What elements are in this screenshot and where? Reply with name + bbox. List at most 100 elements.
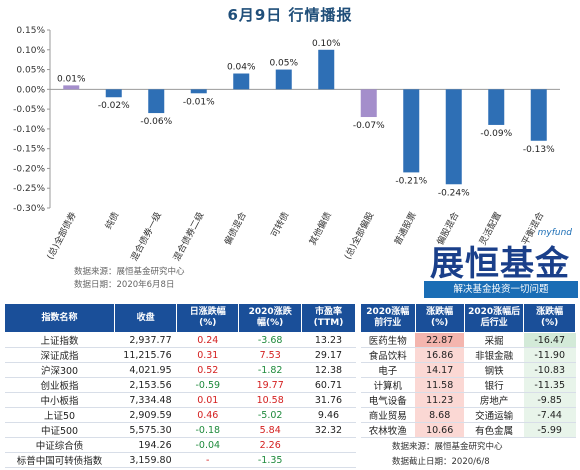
industry-bottom-value: -11.35 [523,377,576,393]
bar-value-label: -0.01% [183,97,215,107]
bar [360,89,377,118]
index-ytd-change: -5.02 [238,407,302,423]
index-pe: 9.46 [301,407,356,423]
table-row: 商业贸易 8.68 交通运输 -7.44 [360,407,576,423]
y-tick-label: 0.15% [16,26,45,36]
index-ytd-change: 2.26 [238,437,302,453]
industry-top-name: 商业贸易 [360,407,415,423]
table-row: 沪深300 4,021.95 0.52 -1.82 12.38 [4,362,356,378]
index-pe [301,437,356,453]
bar-value-label: -0.02% [98,101,130,111]
index-pe: 13.23 [301,332,356,348]
bar [190,89,207,94]
brand-slogan: 解决基金投资一切问题 [424,281,578,298]
index-ytd-change: -3.68 [238,332,302,348]
industry-top-value: 14.17 [415,362,465,378]
industry-bottom-value: -16.47 [523,332,576,348]
industry-top-value: 10.66 [415,422,465,438]
col-header: 指数名称 [3,303,116,333]
table-row: 深证成指 11,215.76 0.31 7.53 29.17 [4,347,356,363]
col-header: 收盘 [114,303,178,333]
index-pe: 29.17 [301,347,356,363]
col-header: 日涨跌幅 (%) [176,303,240,333]
industry-bottom-name: 有色金属 [464,422,524,438]
table-row: 计算机 11.58 银行 -11.35 [360,377,576,393]
y-tick-label: 0.00% [16,85,45,95]
industry-top-value: 22.87 [415,332,465,348]
y-axis: 0.15% 0.10% 0.05% 0.00% -0.05% -0.10% -0.15% -0… [13,26,560,214]
industry-date: 数据截止日期：2020/6/8 [392,457,490,467]
x-tick-label: 偏债混合 [221,210,249,247]
x-tick-label: 混合债券一级 [128,210,164,263]
index-close: 2,937.77 [114,332,177,348]
industry-bottom-value: -9.85 [523,392,576,408]
index-pe: 32.32 [301,422,356,438]
col-header: 2020涨幅后 后行业 [463,303,525,333]
col-header: 涨跌幅 (%) [414,303,465,333]
industry-bottom-name: 钢铁 [464,362,524,378]
industry-bottom-name: 采掘 [464,332,524,348]
table-row: 电气设备 11.23 房地产 -9.85 [360,392,576,408]
industry-bottom-name: 银行 [464,377,524,393]
bar-value-label: 0.10% [312,39,341,49]
page-title: 6月9日 行情播报 [227,6,353,24]
y-tick-label: 0.10% [16,46,45,56]
industry-top-name: 食品饮料 [360,347,415,363]
bar-value-label: -0.06% [140,117,172,127]
industry-table: 2020涨幅 前行业 涨跌幅 (%) 2020涨幅后 后行业 涨跌幅 (%) 医药生物 2… [360,303,576,438]
x-tick-label: 普通股票 [391,210,419,247]
index-close: 11,215.76 [114,347,177,363]
index-table: 指数名称 收盘 日涨跌幅 (%) 2020涨跌 幅(%) 市盈率 (TTM) 上证指数… [3,303,357,468]
bar-value-label: -0.07% [353,121,385,131]
date-line: 数据日期：2020年6月8日 [74,280,175,290]
industry-table-header: 2020涨幅 前行业 涨跌幅 (%) 2020涨幅后 后行业 涨跌幅 (%) [360,303,576,333]
industry-top-name: 农林牧渔 [360,422,415,438]
col-header: 2020涨跌 幅(%) [238,303,302,333]
brand-name: 展恒基金 [430,244,570,284]
bar-value-label: -0.24% [438,188,470,198]
bar [445,89,462,185]
index-day-change: 0.24 [176,332,239,348]
chart-source: 数据来源：展恒基金研究中心 数据日期：2020年6月8日 [74,266,185,292]
y-tick-label: -0.10% [13,125,45,135]
y-tick-label: -0.05% [13,105,45,115]
brand-tag: myfund [537,228,572,238]
index-close: 4,021.95 [114,362,177,378]
bar [318,49,335,90]
bar [148,89,165,114]
y-tick-label: -0.25% [13,184,45,194]
index-name: 深证成指 [4,347,115,363]
industry-bottom-name: 非银金融 [464,347,524,363]
table-row: 电子 14.17 钢铁 -10.83 [360,362,576,378]
index-table-header: 指数名称 收盘 日涨跌幅 (%) 2020涨跌 幅(%) 市盈率 (TTM) [3,303,357,333]
brand-logo: myfund 展恒基金 解决基金投资一切问题 [424,226,578,302]
index-day-change: -0.18 [176,422,239,438]
table-row: 上证50 2,909.59 0.46 -5.02 9.46 [4,407,356,423]
y-tick-label: -0.15% [13,145,45,155]
industry-top-value: 11.58 [415,377,465,393]
bar [105,89,122,98]
index-day-change: 0.52 [176,362,239,378]
index-name: 创业板指 [4,377,115,393]
industry-bottom-value: -11.90 [523,347,576,363]
x-tick-label: 可转债 [268,210,291,239]
index-name: 上证指数 [4,332,115,348]
index-pe: 60.71 [301,377,356,393]
table-row: 农林牧渔 10.66 有色金属 -5.99 [360,422,576,438]
index-pe [301,452,356,468]
table-row: 中证500 5,575.30 -0.18 5.84 32.32 [4,422,356,438]
bar [233,73,250,90]
y-tick-label: -0.30% [13,204,45,214]
bar-value-label: 0.01% [57,74,86,84]
index-close: 3,159.80 [114,452,177,468]
index-ytd-change: 19.77 [238,377,302,393]
table-row: 创业板指 2,153.56 -0.59 19.77 60.71 [4,377,356,393]
index-ytd-change: 7.53 [238,347,302,363]
bar [275,69,292,90]
bar-value-label: 0.04% [227,63,256,73]
col-header: 市盈率 (TTM) [300,303,357,333]
index-name: 中证500 [4,422,115,438]
industry-top-value: 11.23 [415,392,465,408]
source-line: 数据来源：展恒基金研究中心 [74,267,185,277]
index-name: 中证综合债 [4,437,115,453]
